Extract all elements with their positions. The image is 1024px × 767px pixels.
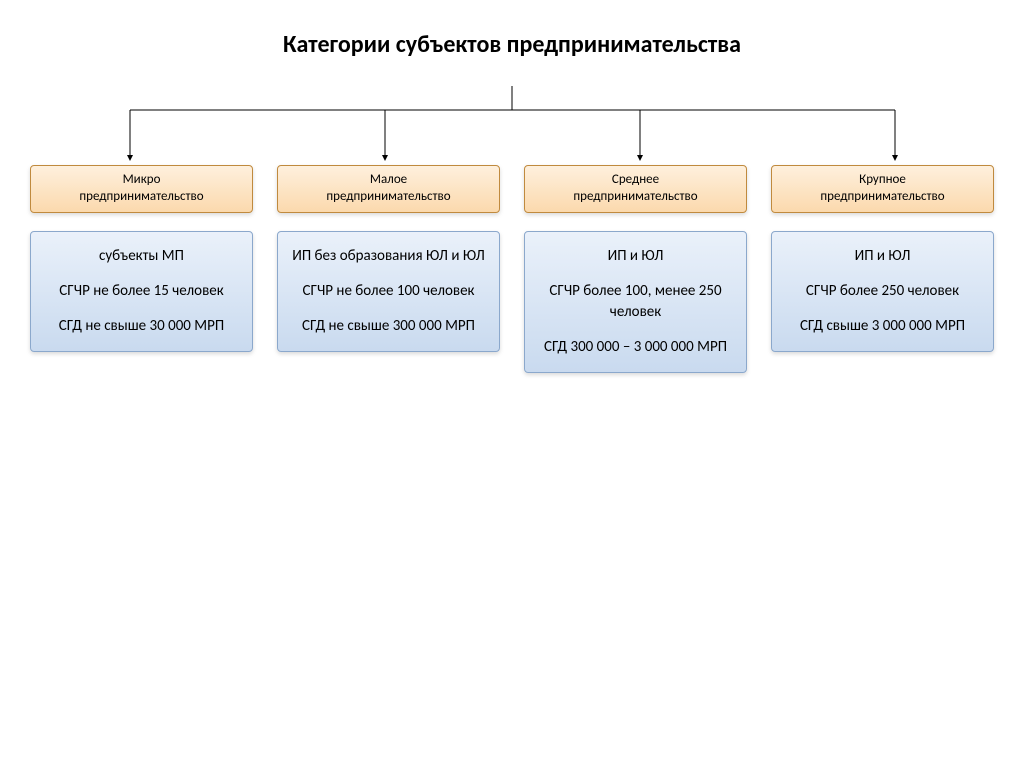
detail-line: субъекты МП (45, 246, 238, 267)
column-micro: Микро предпринимательство субъекты МП СГ… (30, 165, 253, 373)
detail-line: СГД не свыше 300 000 МРП (292, 316, 485, 337)
category-box-micro: Микро предпринимательство (30, 165, 253, 213)
category-line2: предпринимательство (782, 189, 983, 206)
detail-box-medium: ИП и ЮЛ СГЧР более 100, менее 250 челове… (524, 231, 747, 373)
category-box-small: Малое предпринимательство (277, 165, 500, 213)
detail-line: СГД не свыше 30 000 МРП (45, 316, 238, 337)
category-line1: Среднее (535, 172, 736, 189)
category-line2: предпринимательство (535, 189, 736, 206)
detail-line: СГЧР не более 100 человек (292, 281, 485, 302)
columns-container: Микро предпринимательство субъекты МП СГ… (30, 165, 994, 373)
connector-lines (0, 80, 1024, 170)
detail-box-large: ИП и ЮЛ СГЧР более 250 человек СГД свыше… (771, 231, 994, 352)
detail-box-micro: субъекты МП СГЧР не более 15 человек СГД… (30, 231, 253, 352)
category-line1: Крупное (782, 172, 983, 189)
detail-line: СГД свыше 3 000 000 МРП (786, 316, 979, 337)
category-box-medium: Среднее предпринимательство (524, 165, 747, 213)
detail-line: ИП без образования ЮЛ и ЮЛ (292, 246, 485, 267)
detail-line: СГД 300 000 – 3 000 000 МРП (539, 337, 732, 358)
category-line2: предпринимательство (41, 189, 242, 206)
category-box-large: Крупное предпринимательство (771, 165, 994, 213)
column-medium: Среднее предпринимательство ИП и ЮЛ СГЧР… (524, 165, 747, 373)
detail-line: СГЧР более 250 человек (786, 281, 979, 302)
detail-line: СГЧР более 100, менее 250 человек (539, 281, 732, 323)
column-large: Крупное предпринимательство ИП и ЮЛ СГЧР… (771, 165, 994, 373)
category-line1: Малое (288, 172, 489, 189)
detail-line: ИП и ЮЛ (786, 246, 979, 267)
category-line2: предпринимательство (288, 189, 489, 206)
detail-line: СГЧР не более 15 человек (45, 281, 238, 302)
diagram-title: Категории субъектов предпринимательства (0, 30, 1024, 59)
category-line1: Микро (41, 172, 242, 189)
detail-box-small: ИП без образования ЮЛ и ЮЛ СГЧР не более… (277, 231, 500, 352)
column-small: Малое предпринимательство ИП без образов… (277, 165, 500, 373)
detail-line: ИП и ЮЛ (539, 246, 732, 267)
